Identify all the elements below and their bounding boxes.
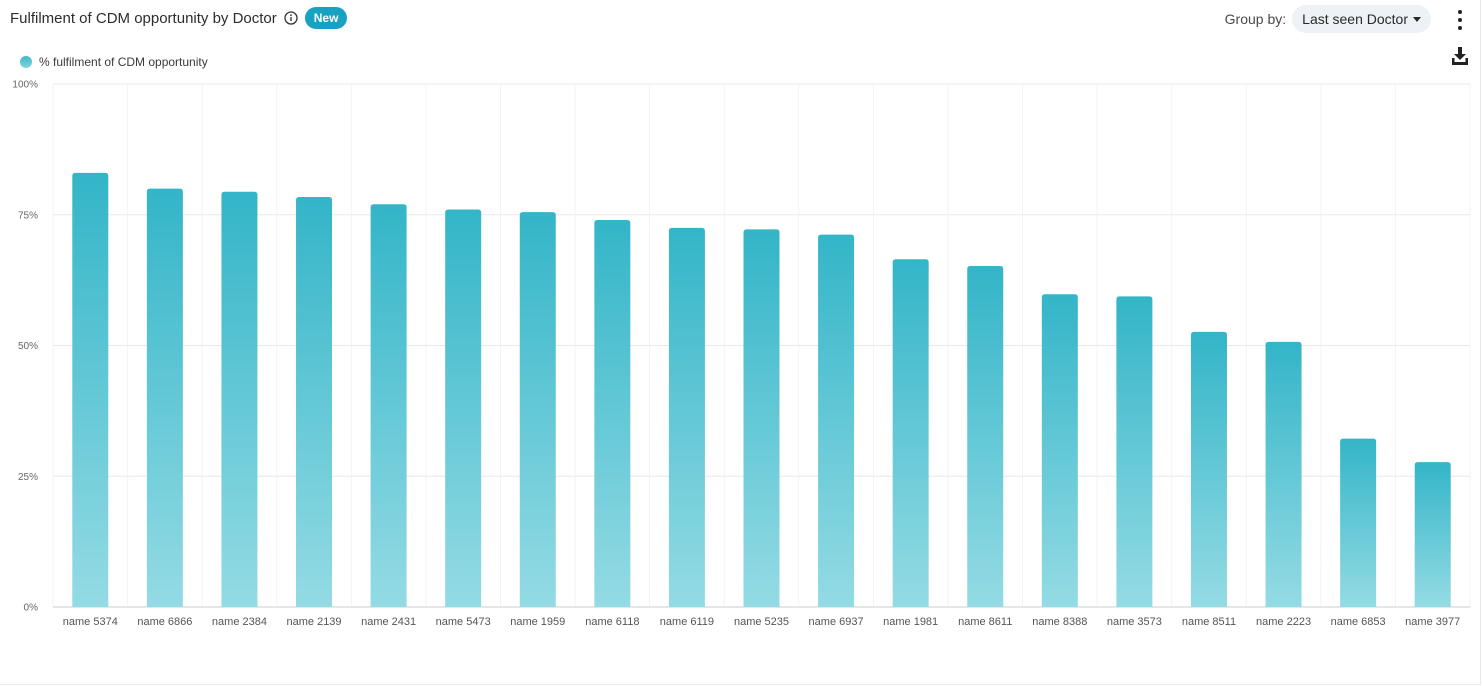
bar[interactable] — [370, 204, 407, 608]
bar[interactable] — [967, 266, 1004, 607]
chart-title: Fulfilment of CDM opportunity by Doctor — [10, 9, 277, 27]
x-tick-label: name 8388 — [1032, 616, 1087, 628]
new-badge: New — [304, 7, 348, 29]
bar[interactable] — [1116, 296, 1153, 607]
x-tick-label: name 5473 — [436, 616, 491, 628]
x-tick-label: name 8511 — [1182, 616, 1236, 628]
title-row: Fulfilment of CDM opportunity by Doctor … — [10, 6, 348, 30]
bars — [72, 172, 1451, 608]
y-tick-label: 100% — [12, 80, 38, 91]
kebab-menu-icon[interactable] — [1454, 10, 1466, 30]
grid-lines — [52, 83, 1471, 608]
y-tick-label: 25% — [18, 472, 38, 483]
bar-chart: 0% 25% 50% 75% 100% name 5374 name 6866 name 2… — [12, 80, 1471, 628]
bar[interactable] — [594, 219, 631, 608]
group-by-label: Group by: — [1224, 11, 1287, 27]
bar[interactable] — [1414, 462, 1451, 607]
bar[interactable] — [296, 196, 333, 607]
group-by-control: Group by: Last seen Doctor — [1225, 5, 1431, 33]
x-tick-label: name 1959 — [510, 616, 565, 628]
chart-legend[interactable]: % fulfilment of CDM opportunity — [20, 55, 208, 69]
x-axis-labels: name 5374 name 6866 name 2384 name 2139 name… — [63, 616, 1460, 628]
group-by-select[interactable]: Last seen Doctor — [1292, 5, 1431, 33]
bar[interactable] — [445, 209, 482, 607]
bar[interactable] — [743, 229, 780, 608]
caret-down-icon — [1413, 17, 1421, 22]
bar[interactable] — [892, 259, 929, 607]
x-tick-label: name 2384 — [212, 616, 267, 628]
download-icon[interactable] — [1450, 46, 1470, 66]
x-tick-label: name 1981 — [883, 616, 938, 628]
x-tick-label: name 5374 — [63, 616, 118, 628]
x-tick-label: name 6118 — [585, 616, 639, 628]
x-tick-label: name 6853 — [1331, 616, 1386, 628]
bar[interactable] — [818, 234, 855, 607]
bar[interactable] — [72, 172, 109, 607]
legend-swatch — [20, 56, 32, 68]
x-tick-label: name 2139 — [287, 616, 342, 628]
bar[interactable] — [146, 188, 183, 607]
bar[interactable] — [1340, 438, 1377, 607]
y-tick-label: 75% — [18, 210, 38, 221]
bar[interactable] — [1041, 294, 1078, 607]
group-by-value: Last seen Doctor — [1302, 11, 1408, 27]
bar[interactable] — [221, 191, 258, 607]
bar[interactable] — [1265, 341, 1302, 607]
info-icon[interactable] — [284, 11, 298, 25]
bar[interactable] — [1190, 331, 1227, 607]
x-tick-label: name 2223 — [1256, 616, 1311, 628]
legend-label: % fulfilment of CDM opportunity — [39, 55, 208, 69]
y-axis-ticks: 0% 25% 50% 75% 100% — [12, 80, 38, 614]
x-tick-label: name 6119 — [660, 616, 714, 628]
x-tick-label: name 3977 — [1405, 616, 1460, 628]
x-tick-label: name 8611 — [958, 616, 1012, 628]
x-tick-label: name 5235 — [734, 616, 789, 628]
bar[interactable] — [519, 212, 556, 607]
x-tick-label: name 6866 — [137, 616, 192, 628]
x-tick-label: name 2431 — [361, 616, 416, 628]
y-tick-label: 0% — [24, 603, 39, 614]
bar[interactable] — [668, 227, 705, 607]
x-tick-label: name 3573 — [1107, 616, 1162, 628]
y-tick-label: 50% — [18, 341, 38, 352]
x-tick-label: name 6937 — [809, 616, 864, 628]
